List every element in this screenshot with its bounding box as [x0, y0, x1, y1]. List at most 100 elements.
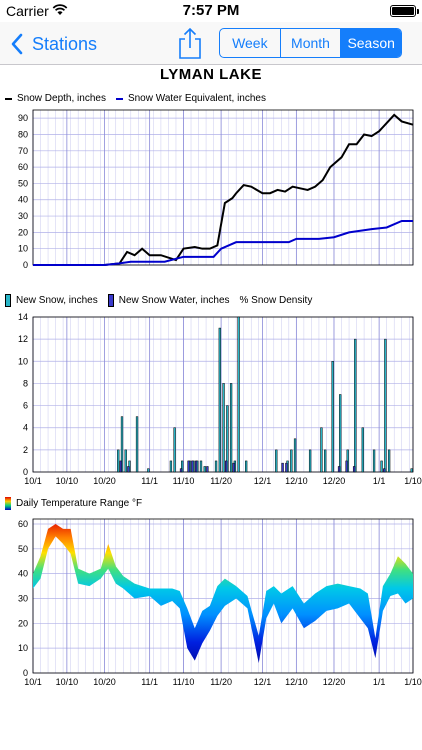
- new-water-bar: [383, 468, 386, 473]
- x-tick-label: 1/1: [373, 269, 386, 270]
- plot-frame: [32, 109, 414, 266]
- new-water-bar: [187, 460, 190, 473]
- new-snow-bar: [380, 460, 383, 473]
- new-snow-bar: [222, 383, 225, 473]
- new-snow-bar: [117, 449, 120, 473]
- new-snow-bar: [226, 405, 229, 473]
- new-snow-bar: [387, 449, 391, 473]
- new-snow-bar: [135, 416, 139, 473]
- x-tick-label: 12/1: [254, 476, 272, 486]
- new-snow-bar: [214, 460, 218, 473]
- legend-new-water: New Snow Water, inches: [107, 294, 230, 307]
- new-water-bar: [337, 466, 341, 473]
- y-tick-label: 4: [23, 423, 28, 433]
- new-snow-bar: [245, 460, 248, 473]
- new-snow-bar: [237, 316, 240, 473]
- segment-season[interactable]: Season: [341, 29, 401, 57]
- back-button[interactable]: Stations: [8, 30, 97, 58]
- new-snow-bar: [320, 427, 323, 473]
- new-snow-bar: [361, 427, 364, 473]
- new-snow-bar: [372, 449, 376, 473]
- x-tick-label: 12/20: [323, 476, 346, 486]
- new-snow-bar: [169, 460, 173, 473]
- new-snow-bar: [218, 327, 221, 473]
- new-snow-bar: [229, 383, 233, 473]
- new-water-bar: [119, 460, 122, 473]
- x-tick-label: 1/1: [373, 476, 386, 486]
- new-snow-bar: [293, 438, 297, 473]
- new-snow-bar: [324, 449, 327, 473]
- x-tick-label: 11/1: [141, 269, 158, 270]
- back-button-label: Stations: [32, 33, 98, 54]
- legend-density: % Snow Density: [240, 295, 313, 306]
- legend-new-water-label: New Snow Water, inches: [118, 295, 230, 306]
- snow-depth-line: [33, 113, 414, 266]
- new-snow-bar: [331, 361, 334, 473]
- period-segmented-control: Week Month Season: [219, 28, 402, 58]
- new-water-bar: [206, 466, 209, 473]
- navigation-bar: Stations Week Month Season: [0, 22, 422, 65]
- new-snow-bar: [120, 416, 124, 473]
- new-snow-bar: [384, 338, 387, 473]
- x-tick-label: 11/1: [141, 677, 158, 687]
- new-water-bar: [281, 462, 284, 473]
- x-tick-label: 10/1: [24, 677, 42, 687]
- new-snow-bar: [308, 449, 312, 473]
- segment-week[interactable]: Week: [220, 29, 281, 57]
- y-tick-label: 60: [18, 519, 28, 529]
- depth-legend: Snow Depth, inches Snow Water Equivalent…: [5, 93, 276, 104]
- x-tick-label: 12/10: [285, 269, 308, 270]
- legend-swe: Snow Water Equivalent, inches: [115, 93, 266, 104]
- station-title: LYMAN LAKE: [160, 66, 262, 83]
- wifi-icon: [52, 4, 68, 15]
- clock: 7:57 PM: [182, 2, 240, 19]
- y-tick-label: 60: [18, 162, 28, 172]
- legend-snow-depth: Snow Depth, inches: [5, 93, 106, 104]
- legend-new-snow-label: New Snow, inches: [16, 295, 98, 306]
- new-snow-chart: New Snow, inches New Snow Water, inches …: [0, 292, 422, 492]
- y-tick-label: 8: [23, 378, 28, 388]
- new-water-bar: [127, 466, 130, 473]
- y-tick-label: 30: [18, 211, 28, 221]
- x-tick-label: 11/20: [210, 269, 232, 270]
- legend-swe-label: Snow Water Equivalent, inches: [127, 93, 266, 104]
- legend-snow-depth-label: Snow Depth, inches: [17, 93, 106, 104]
- y-tick-label: 10: [18, 643, 28, 653]
- x-tick-label: 11/10: [173, 677, 195, 687]
- segment-month[interactable]: Month: [281, 29, 342, 57]
- new-snow-plot: 0 2 4 6 8 10 12 14 10/1 10/10 10/20 11/1 11/10 11/20 1…: [18, 312, 422, 486]
- y-tick-label: 10: [18, 356, 28, 366]
- new-snow-bar: [290, 449, 293, 473]
- new-snow-bar: [339, 394, 342, 473]
- new-water-bar: [345, 460, 348, 473]
- y-tick-label: 90: [18, 113, 28, 123]
- new-snow-bar: [181, 460, 184, 473]
- legend-temperature: Daily Temperature Range °F: [5, 497, 142, 510]
- y-tick-label: 80: [18, 129, 28, 139]
- status-bar: Carrier 7:57 PM: [0, 0, 422, 22]
- x-tick-label: 1/10: [404, 269, 422, 270]
- y-tick-label: 0: [23, 668, 28, 678]
- new-snow-bar: [203, 466, 206, 473]
- y-tick-label: 50: [18, 544, 28, 554]
- y-tick-label: 40: [18, 569, 28, 579]
- x-tick-label: 11/10: [173, 476, 195, 486]
- y-tick-label: 14: [18, 312, 28, 322]
- temperature-plot: 0 10 20 30 40 50 60 10/1 10/10 10/20 11/1 11/10 11/2…: [18, 518, 422, 687]
- x-tick-label: 1/10: [404, 476, 422, 486]
- snow-depth-chart: Snow Depth, inches Snow Water Equivalent…: [0, 88, 422, 270]
- temperature-range-band: [33, 523, 413, 664]
- y-tick-label: 0: [23, 260, 28, 270]
- new-snow-bar: [199, 460, 203, 473]
- new-snow-bar: [275, 449, 278, 473]
- y-tick-label: 12: [18, 334, 28, 344]
- new-water-bar: [352, 466, 356, 473]
- x-tick-label: 10/20: [93, 677, 116, 687]
- battery-icon: [390, 5, 419, 17]
- new-water-bar: [191, 460, 194, 473]
- x-tick-label: 12/1: [254, 677, 272, 687]
- y-tick-label: 70: [18, 146, 28, 156]
- share-icon[interactable]: [176, 26, 204, 60]
- x-tick-label: 10/20: [93, 476, 116, 486]
- swe-line: [33, 219, 413, 266]
